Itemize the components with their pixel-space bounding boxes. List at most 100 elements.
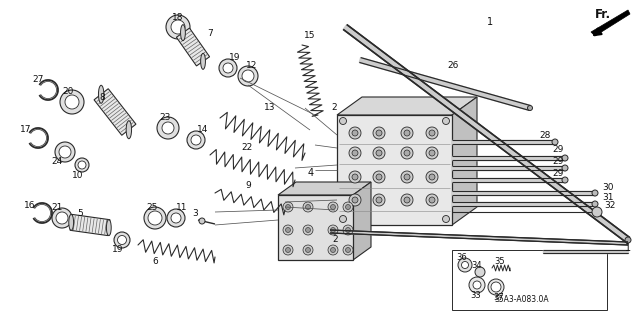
Polygon shape: [278, 182, 371, 195]
Circle shape: [52, 208, 72, 228]
Circle shape: [376, 197, 382, 203]
Circle shape: [469, 277, 485, 293]
Circle shape: [330, 248, 335, 253]
Circle shape: [343, 225, 353, 235]
Text: 10: 10: [72, 170, 84, 180]
Text: 31: 31: [602, 194, 614, 203]
Text: 2: 2: [331, 103, 337, 113]
Circle shape: [56, 212, 68, 224]
Text: 23: 23: [159, 113, 171, 122]
Circle shape: [157, 117, 179, 139]
Text: 22: 22: [241, 144, 253, 152]
Polygon shape: [452, 97, 477, 225]
Circle shape: [429, 130, 435, 136]
Ellipse shape: [200, 53, 205, 69]
Circle shape: [349, 194, 361, 206]
Circle shape: [339, 216, 346, 222]
Circle shape: [401, 147, 413, 159]
Circle shape: [199, 218, 205, 224]
Circle shape: [404, 130, 410, 136]
Circle shape: [328, 245, 338, 255]
Text: 5: 5: [77, 209, 83, 218]
Text: 21: 21: [51, 204, 63, 212]
Circle shape: [592, 190, 598, 196]
Circle shape: [285, 227, 291, 233]
Text: 29: 29: [552, 158, 564, 167]
Text: 1: 1: [625, 243, 631, 253]
Circle shape: [75, 158, 89, 172]
Circle shape: [473, 281, 481, 289]
Circle shape: [527, 106, 532, 110]
Polygon shape: [452, 140, 555, 144]
Text: 18: 18: [172, 12, 184, 21]
Text: 29: 29: [552, 168, 564, 177]
Text: S5A3-A083.0A: S5A3-A083.0A: [495, 294, 549, 303]
Circle shape: [78, 161, 86, 169]
Text: 26: 26: [447, 62, 459, 70]
Circle shape: [343, 245, 353, 255]
Circle shape: [167, 209, 185, 227]
Circle shape: [283, 202, 293, 212]
Circle shape: [562, 155, 568, 161]
Circle shape: [144, 207, 166, 229]
Text: 19: 19: [229, 54, 241, 63]
Circle shape: [352, 197, 358, 203]
Circle shape: [426, 127, 438, 139]
Circle shape: [349, 171, 361, 183]
Polygon shape: [452, 156, 565, 160]
Circle shape: [429, 150, 435, 156]
Circle shape: [426, 171, 438, 183]
Circle shape: [305, 248, 310, 253]
Circle shape: [343, 202, 353, 212]
Circle shape: [59, 146, 71, 158]
Text: 37: 37: [493, 293, 504, 302]
Circle shape: [242, 70, 254, 82]
Circle shape: [429, 174, 435, 180]
Circle shape: [376, 174, 382, 180]
Polygon shape: [337, 97, 477, 115]
Circle shape: [404, 150, 410, 156]
Text: 25: 25: [147, 203, 157, 211]
Circle shape: [285, 248, 291, 253]
Bar: [337, 115, 452, 225]
Text: 11: 11: [176, 204, 188, 212]
Circle shape: [488, 279, 504, 295]
Text: 33: 33: [470, 291, 481, 300]
Circle shape: [285, 204, 291, 210]
Circle shape: [442, 117, 449, 124]
Circle shape: [166, 15, 190, 39]
Text: 15: 15: [304, 31, 316, 40]
Circle shape: [592, 207, 602, 217]
Circle shape: [442, 216, 449, 222]
Circle shape: [114, 232, 130, 248]
Text: 12: 12: [246, 61, 258, 70]
Polygon shape: [452, 191, 595, 195]
Circle shape: [349, 127, 361, 139]
Circle shape: [346, 204, 351, 210]
Circle shape: [339, 117, 346, 124]
Circle shape: [187, 131, 205, 149]
Text: 9: 9: [245, 181, 251, 189]
Text: 20: 20: [62, 86, 74, 95]
Circle shape: [283, 225, 293, 235]
Circle shape: [491, 282, 501, 292]
Ellipse shape: [106, 220, 111, 236]
Circle shape: [429, 197, 435, 203]
Text: 16: 16: [24, 202, 36, 211]
Circle shape: [303, 202, 313, 212]
Ellipse shape: [99, 85, 104, 103]
Circle shape: [373, 171, 385, 183]
Text: 28: 28: [540, 130, 550, 139]
Circle shape: [171, 20, 185, 34]
Circle shape: [148, 211, 162, 225]
Circle shape: [118, 235, 127, 244]
Polygon shape: [452, 178, 565, 182]
Polygon shape: [452, 202, 595, 206]
Circle shape: [219, 59, 237, 77]
Polygon shape: [177, 28, 209, 66]
Circle shape: [458, 258, 472, 272]
Circle shape: [373, 194, 385, 206]
Text: 36: 36: [456, 254, 467, 263]
Circle shape: [60, 90, 84, 114]
Circle shape: [373, 147, 385, 159]
